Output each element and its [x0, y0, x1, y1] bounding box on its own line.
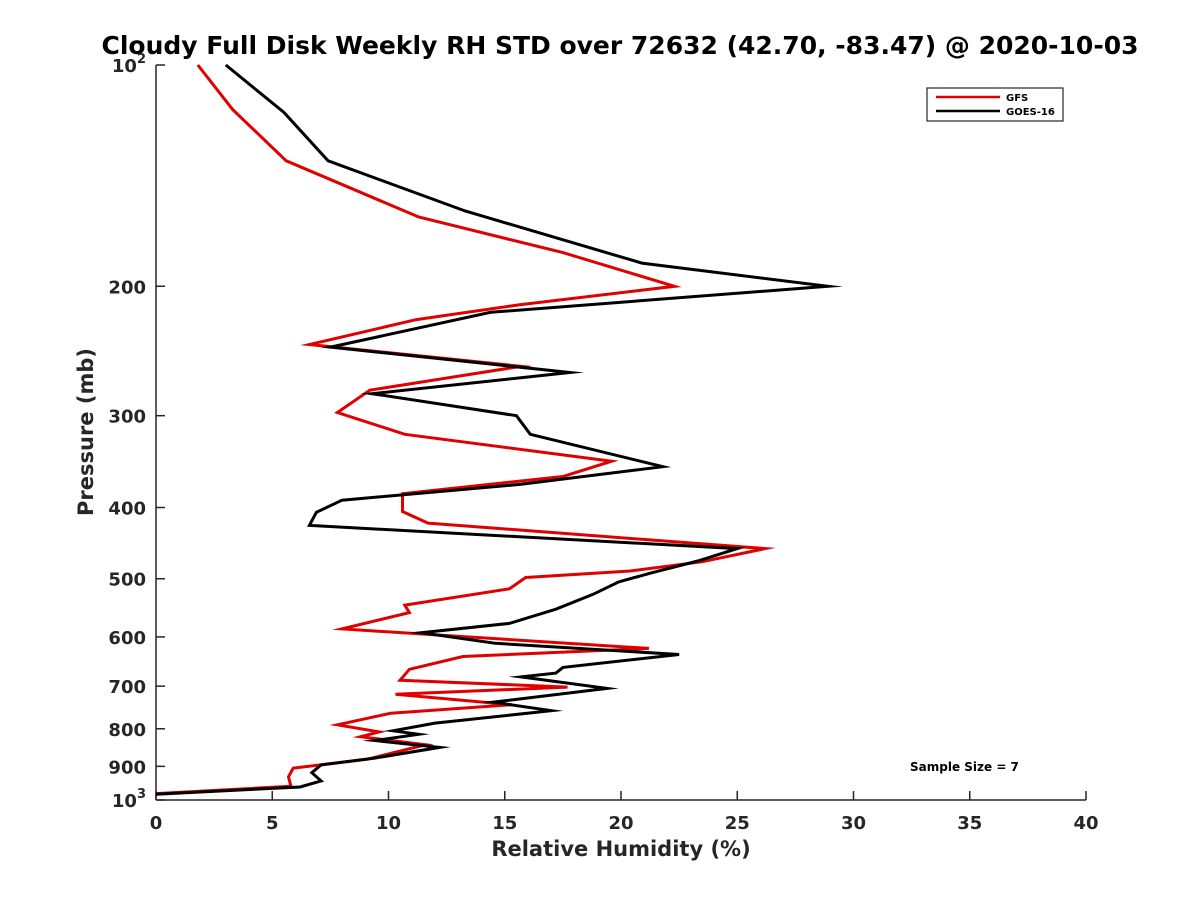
x-tick-label: 40	[1073, 813, 1098, 834]
y-tick-label: 300	[108, 407, 146, 428]
x-axis-label: Relative Humidity (%)	[491, 837, 750, 861]
x-tick-label: 20	[608, 813, 633, 834]
y-tick-label: 400	[108, 499, 146, 520]
series-line-goes-16	[155, 63, 843, 796]
y-tick-label: 800	[108, 720, 146, 741]
y-axis-label: Pressure (mb)	[74, 348, 98, 516]
y-tick-label: 102	[112, 52, 146, 77]
x-tick-label: 25	[725, 813, 750, 834]
y-tick-label: 200	[108, 277, 146, 298]
y-tick-label: 500	[108, 570, 146, 591]
series-line-gfs	[155, 64, 776, 796]
y-tick-label: 600	[108, 628, 146, 649]
x-tick-label: 35	[957, 813, 982, 834]
x-tick-label: 30	[841, 813, 866, 834]
legend-label-gfs: GFS	[1006, 93, 1028, 104]
x-tick-label: 0	[150, 813, 163, 834]
y-tick-label: 103	[112, 787, 146, 812]
x-tick-label: 10	[376, 813, 401, 834]
y-tick-label: 700	[108, 677, 146, 698]
chart-title: Cloudy Full Disk Weekly RH STD over 7263…	[101, 31, 1138, 60]
y-tick-label: 900	[108, 757, 146, 778]
y-ticks: 102 200 300 400 500 600 700 800 900 103	[108, 52, 165, 812]
legend-label-goes-16: GOES-16	[1006, 107, 1055, 118]
x-ticks: 0 5 10 15 20 25 30 35 40	[150, 791, 1099, 834]
sample-size-annotation: Sample Size = 7	[910, 760, 1019, 774]
legend: GFS GOES-16	[926, 87, 1064, 122]
x-tick-label: 5	[266, 813, 279, 834]
legend-box	[926, 87, 1064, 122]
x-tick-label: 15	[492, 813, 517, 834]
series-lines	[155, 63, 843, 796]
